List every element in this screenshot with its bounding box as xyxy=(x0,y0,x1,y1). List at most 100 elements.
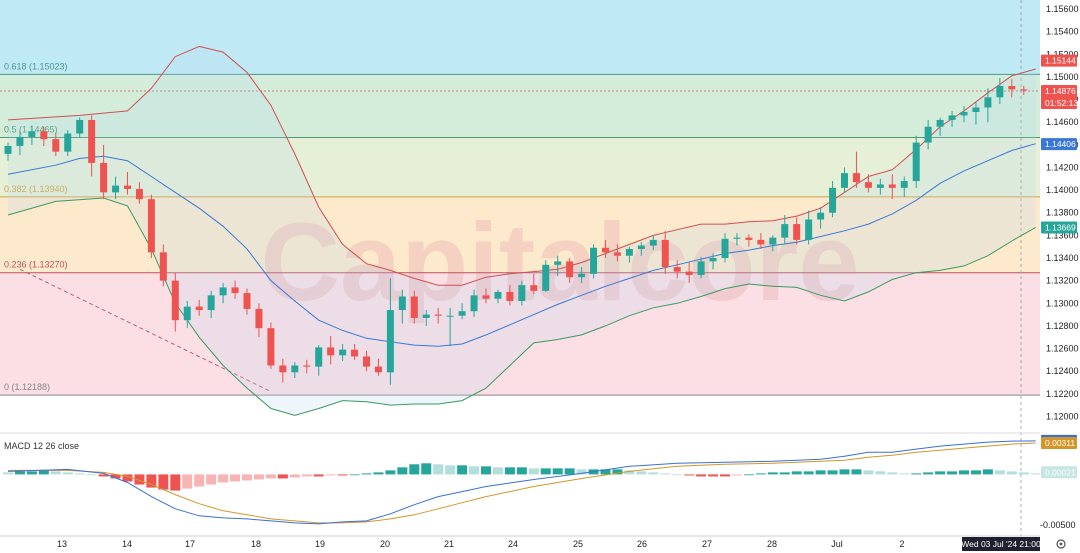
candle-body xyxy=(649,239,657,246)
price-tick-label: 1.12200 xyxy=(1046,389,1079,399)
price-tag-box xyxy=(1041,138,1077,151)
macd-histogram-bar xyxy=(636,471,647,475)
fib-zone xyxy=(0,196,1040,273)
macd-histogram-bar xyxy=(277,474,288,479)
candle-body xyxy=(315,347,323,367)
candle-body xyxy=(135,188,143,200)
candle-body xyxy=(410,296,418,318)
candle-body xyxy=(829,187,837,213)
macd-histogram-bar xyxy=(110,474,121,479)
fib-label: 0.618 (1.15023) xyxy=(4,61,68,71)
macd-label: MACD 12 26 close xyxy=(4,441,79,451)
macd-histogram-bar xyxy=(540,468,551,475)
macd-histogram-bar xyxy=(947,471,958,475)
price-tag-text: 0.00021 xyxy=(1045,467,1076,477)
macd-histogram-bar xyxy=(122,474,133,482)
macd-pane xyxy=(0,432,1041,525)
time-tick-label: 14 xyxy=(122,539,132,549)
candle-body xyxy=(470,295,478,312)
macd-histogram-bar xyxy=(612,469,623,475)
time-tick-label: 20 xyxy=(380,539,390,549)
candle-body xyxy=(422,314,430,318)
macd-histogram-bar xyxy=(779,472,790,475)
bollinger-fill xyxy=(8,46,1036,416)
macd-histogram-bar xyxy=(481,466,491,475)
price-tag-box xyxy=(1041,466,1077,479)
price-tick-label: 1.14200 xyxy=(1046,162,1079,172)
candle-body xyxy=(267,328,275,366)
macd-histogram-bar xyxy=(648,472,659,475)
candle-body xyxy=(864,182,872,188)
price-tick-label: 1.15000 xyxy=(1046,72,1079,82)
bollinger-middle-line xyxy=(7,143,1036,347)
macd-histogram-bar xyxy=(935,471,946,475)
candle-body xyxy=(697,261,705,275)
candle-body xyxy=(602,247,609,253)
candle-body xyxy=(255,308,263,329)
fib-zone xyxy=(0,74,1040,138)
macd-histogram-bar xyxy=(887,472,898,475)
macd-histogram-bar xyxy=(409,464,420,475)
candle-body xyxy=(841,173,848,188)
macd-histogram-bar xyxy=(708,474,719,477)
macd-histogram-bar xyxy=(863,470,874,475)
macd-histogram-bar xyxy=(397,467,408,475)
candle-body xyxy=(566,261,574,278)
candle-body xyxy=(709,258,717,262)
macd-signal-line xyxy=(8,442,1036,524)
time-tick-label: 27 xyxy=(702,539,712,549)
candle-body xyxy=(88,119,96,163)
macd-histogram-bar xyxy=(14,471,25,475)
price-tag-box xyxy=(1041,54,1077,67)
candle-body xyxy=(852,173,860,183)
price-tag-text: 0.00311 xyxy=(1045,438,1075,448)
macd-histogram-bar xyxy=(970,470,981,475)
macd-histogram-bar xyxy=(421,463,432,475)
candle-body xyxy=(578,273,586,278)
candle-body xyxy=(637,245,645,249)
macd-histogram-bar xyxy=(731,474,742,476)
price-tag-countdown: 01:52:13 xyxy=(1045,98,1078,108)
candle-body xyxy=(147,199,155,253)
macd-histogram-bar xyxy=(696,474,707,477)
macd-histogram-bar xyxy=(206,474,217,485)
candle-body xyxy=(924,126,932,143)
candle-body xyxy=(291,365,299,373)
candle-body xyxy=(76,119,84,134)
macd-histogram-bar xyxy=(1006,471,1017,475)
candle-body xyxy=(28,131,36,137)
macd-histogram-bar xyxy=(720,474,730,477)
macd-histogram-bar xyxy=(26,471,37,475)
macd-histogram-bar xyxy=(98,474,109,477)
macd-line xyxy=(7,440,1036,525)
time-tick-label: 19 xyxy=(315,539,325,549)
candle-body xyxy=(374,366,382,373)
candle-body xyxy=(195,306,203,311)
time-tick-label: 26 xyxy=(637,539,647,549)
macd-histogram-bar xyxy=(516,467,527,475)
macd-histogram-bar xyxy=(373,472,384,475)
candle-body xyxy=(590,247,598,274)
candle-body xyxy=(685,271,693,275)
candle-body xyxy=(494,291,502,299)
macd-histogram-bar xyxy=(445,465,456,475)
macd-histogram-bar xyxy=(767,472,778,475)
price-tick-label: 1.15200 xyxy=(1046,49,1079,59)
candle-body xyxy=(506,291,514,301)
macd-histogram-bar xyxy=(146,474,157,488)
settings-icon[interactable] xyxy=(1056,539,1066,549)
candle-body xyxy=(303,365,311,367)
candle-body xyxy=(542,264,550,291)
macd-histogram-bar xyxy=(385,470,396,475)
macd-histogram-bar xyxy=(313,474,324,477)
macd-histogram-bar xyxy=(325,474,336,476)
candle-body xyxy=(625,248,633,256)
macd-histogram-bar xyxy=(1018,472,1029,475)
candle-body xyxy=(781,224,789,238)
macd-histogram-bar xyxy=(3,472,13,475)
time-tick-label: 17 xyxy=(185,539,195,549)
candle-body xyxy=(327,347,335,356)
macd-histogram-bar xyxy=(743,474,754,476)
candle-body xyxy=(530,285,538,291)
macd-histogram-bar xyxy=(875,471,886,475)
